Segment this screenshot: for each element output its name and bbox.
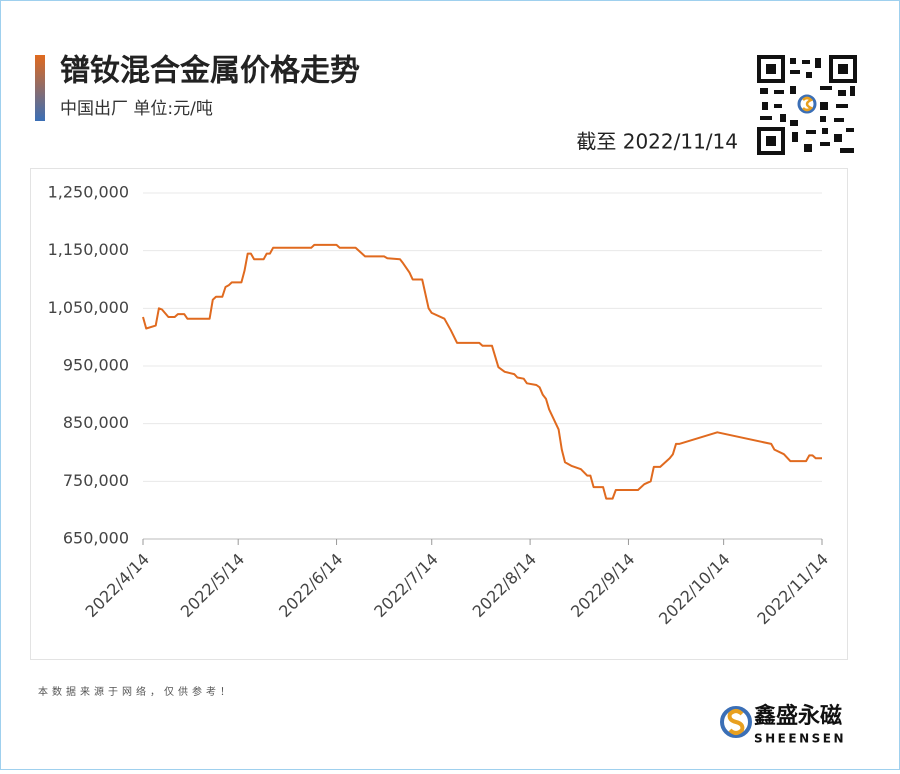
date-note: 截至 2022/11/14 <box>576 130 738 154</box>
y-tick-label: 750,000 <box>63 471 129 490</box>
subtitle: 中国出厂 单位:元/吨 <box>60 99 213 119</box>
y-tick-label: 1,050,000 <box>48 298 129 317</box>
brand: 鑫盛永磁 <box>754 703 842 729</box>
y-tick-label: 1,250,000 <box>48 183 129 202</box>
qr-code <box>757 55 857 155</box>
chart-title: 镨钕混合金属价格走势 <box>60 54 360 89</box>
brand-logo <box>720 706 752 738</box>
y-tick-label: 850,000 <box>63 413 129 432</box>
title-bar <box>35 55 45 121</box>
brand-en: SHEENSEN <box>754 732 846 746</box>
y-tick-label: 1,150,000 <box>48 240 129 259</box>
chart-frame <box>30 168 848 660</box>
source-note: 本数据来源于网络，仅供参考！ <box>38 685 234 698</box>
price-line <box>142 243 822 500</box>
y-tick-label: 950,000 <box>63 356 129 375</box>
y-tick-label: 650,000 <box>63 529 129 548</box>
